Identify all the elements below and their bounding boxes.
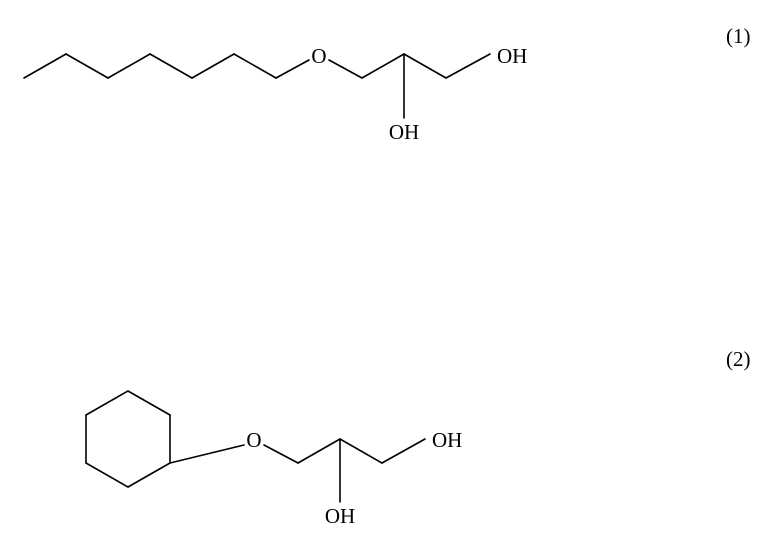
structure-2: O OH OH — [86, 391, 462, 528]
bond — [329, 60, 362, 78]
bond — [150, 54, 192, 78]
bond — [264, 445, 298, 463]
figure-canvas: O OH OH O OH OH (1) (2) — [0, 0, 772, 555]
bond — [234, 54, 276, 78]
atom-label: O — [311, 44, 326, 68]
bond — [362, 54, 404, 78]
structure-label-1: (1) — [726, 24, 751, 49]
bond — [276, 60, 309, 78]
bond — [192, 54, 234, 78]
bond — [446, 54, 490, 78]
bond — [86, 463, 128, 487]
bond — [108, 54, 150, 78]
atom-label: OH — [432, 428, 462, 452]
atom-label: OH — [325, 504, 355, 528]
bond — [128, 391, 170, 415]
structure-1: O OH OH — [24, 44, 527, 144]
atom-label: O — [246, 428, 261, 452]
bond — [66, 54, 108, 78]
bond — [170, 445, 244, 463]
bond — [404, 54, 446, 78]
chemical-structures-svg: O OH OH O OH OH — [0, 0, 772, 555]
bond — [340, 439, 382, 463]
atom-label: OH — [497, 44, 527, 68]
structure-label-2: (2) — [726, 347, 751, 372]
bond — [24, 54, 66, 78]
bond — [86, 391, 128, 415]
bond — [128, 463, 170, 487]
bond — [382, 439, 425, 463]
bond — [298, 439, 340, 463]
atom-label: OH — [389, 120, 419, 144]
